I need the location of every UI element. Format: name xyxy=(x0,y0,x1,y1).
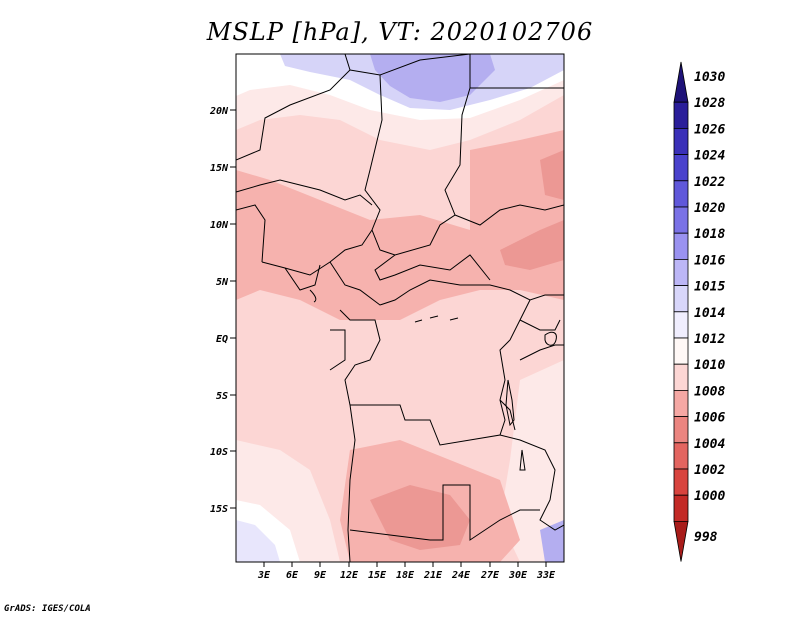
y-tick-label: 10N xyxy=(210,220,229,231)
colorbar-swatch xyxy=(673,494,689,522)
x-tick-label: 33E xyxy=(536,570,556,581)
low-pressure-sudan xyxy=(540,150,564,200)
x-tick-label: 6E xyxy=(286,570,299,581)
y-tick-label: 15S xyxy=(210,504,228,515)
colorbar-swatch xyxy=(673,258,689,286)
colorbar-label: 1004 xyxy=(694,437,725,452)
y-tick-label: 20N xyxy=(209,106,229,117)
y-tick-label: EQ xyxy=(216,334,228,345)
low-pressure-kalahari xyxy=(370,485,470,550)
map-title: MSLP [hPa], VT: 2020102706 xyxy=(206,18,594,46)
high-pressure-core xyxy=(370,54,495,102)
colorbar-swatch xyxy=(673,337,689,365)
x-tick-label: 21E xyxy=(423,570,443,581)
colorbar-label: 1000 xyxy=(694,489,725,504)
colorbar-label: 1010 xyxy=(694,358,725,373)
colorbar-label: 1012 xyxy=(694,332,725,347)
map-panel xyxy=(236,54,564,562)
colorbar-swatch xyxy=(673,180,689,208)
y-tick-label: 5S xyxy=(216,391,228,402)
colorbar-label: 1016 xyxy=(694,253,725,268)
colorbar-label: 1024 xyxy=(694,149,725,164)
x-tick-label: 30E xyxy=(508,570,528,581)
footer-credit: GrADS: IGES/COLA xyxy=(4,604,91,614)
high-pressure-se xyxy=(540,520,564,562)
colorbar-swatch xyxy=(673,285,689,313)
x-tick-label: 12E xyxy=(340,570,359,581)
colorbar-label: 1026 xyxy=(694,122,725,137)
colorbar-label: 1022 xyxy=(694,175,725,190)
low-pressure-interior xyxy=(236,170,564,320)
colorbar: 1030 1028 1026 1024 1022 1020 1018 1016 1015 1014… xyxy=(673,61,725,562)
colorbar-label: 1006 xyxy=(694,411,725,426)
colorbar-swatch xyxy=(673,363,689,391)
colorbar-label: 1008 xyxy=(694,384,725,399)
colorbar-label: 1020 xyxy=(694,201,725,216)
x-axis: 3E 6E 9E 12E 15E 18E 21E 24E 27E 30E 33E xyxy=(257,562,556,581)
colorbar-swatch xyxy=(673,521,689,562)
country-borders xyxy=(236,54,564,562)
y-axis: 20N 15N 10N 5N EQ 5S 10S 15S xyxy=(209,106,236,515)
colorbar-label: 1014 xyxy=(694,306,725,321)
high-pressure-sw xyxy=(236,520,280,562)
colorbar-swatch xyxy=(673,442,689,470)
y-tick-label: 10S xyxy=(210,447,228,458)
x-tick-label: 15E xyxy=(368,570,387,581)
colorbar-swatch xyxy=(673,468,689,496)
colorbar-label: 1015 xyxy=(694,280,725,295)
colorbar-swatch xyxy=(673,154,689,182)
colorbar-label: 1002 xyxy=(694,463,725,478)
colorbar-swatch xyxy=(673,101,689,129)
colorbar-label: 998 xyxy=(694,530,718,545)
y-tick-label: 5N xyxy=(216,277,229,288)
map-frame xyxy=(235,53,565,563)
x-tick-label: 27E xyxy=(480,570,500,581)
low-pressure-ethiopia xyxy=(500,220,564,270)
colorbar-label: 1028 xyxy=(694,96,725,111)
x-tick-label: 9E xyxy=(314,570,327,581)
colorbar-swatch xyxy=(673,232,689,260)
colorbar-swatch xyxy=(673,61,689,103)
colorbar-label: 1018 xyxy=(694,227,725,242)
x-tick-label: 3E xyxy=(257,570,271,581)
colorbar-swatch xyxy=(673,127,689,155)
colorbar-swatch xyxy=(673,416,689,444)
colorbar-swatch xyxy=(673,389,689,417)
y-tick-label: 15N xyxy=(210,163,229,174)
lake-outlines xyxy=(309,289,557,471)
x-tick-label: 24E xyxy=(451,570,471,581)
colorbar-swatch xyxy=(673,311,689,339)
colorbar-label: 1030 xyxy=(694,70,725,85)
colorbar-swatch xyxy=(673,206,689,234)
x-tick-label: 18E xyxy=(396,570,415,581)
